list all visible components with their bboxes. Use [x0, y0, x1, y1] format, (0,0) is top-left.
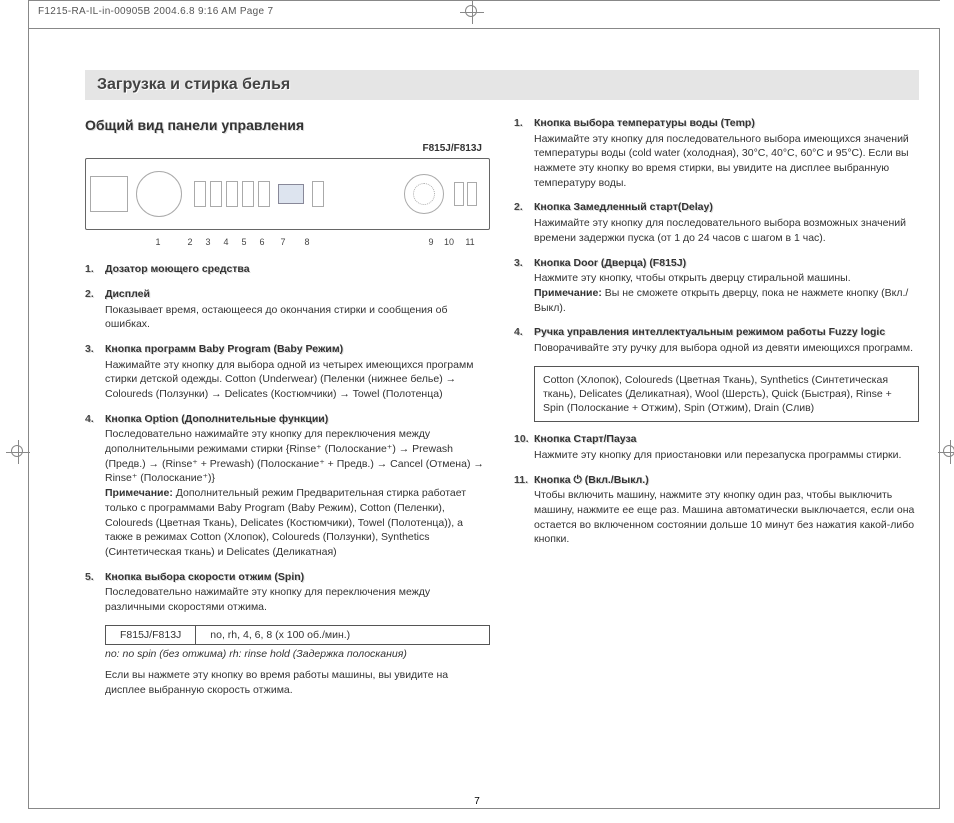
- item-2: Дисплей Показывает время, остающееся до …: [85, 287, 490, 332]
- spin-caption: no: no spin (без отжима) rh: rinse hold …: [105, 647, 490, 662]
- control-panel-diagram: [85, 158, 490, 230]
- items-right: Кнопка выбора температуры воды (Temp) На…: [514, 116, 919, 356]
- item-7: Кнопка Замедленный старт(Delay) Нажимайт…: [514, 200, 919, 245]
- reg-mark-top: [460, 0, 484, 24]
- spin-extra: Если вы нажмете эту кнопку во время рабо…: [105, 668, 490, 697]
- right-column: Кнопка выбора температуры воды (Temp) На…: [514, 116, 919, 697]
- model-label: F815J/F813J: [85, 142, 490, 156]
- reg-mark-left: [6, 440, 30, 464]
- section-heading: Общий вид панели управления: [85, 116, 490, 136]
- item-1: Дозатор моющего средства: [85, 262, 490, 277]
- items-right-2: Кнопка Старт/Пауза Нажмите эту кнопку дл…: [514, 432, 919, 547]
- item-3: Кнопка программ Baby Program (Baby Режим…: [85, 342, 490, 402]
- page-banner: Загрузка и стирка белья: [85, 70, 919, 100]
- page-number: 7: [474, 796, 480, 807]
- item-5: Кнопка выбора скорости отжим (Spin) Посл…: [85, 570, 490, 615]
- left-column: Общий вид панели управления F815J/F813J …: [85, 116, 490, 697]
- page-content: Загрузка и стирка белья Общий вид панели…: [85, 70, 919, 783]
- reg-mark-right: [938, 440, 954, 464]
- items-left: Дозатор моющего средства Дисплей Показыв…: [85, 262, 490, 614]
- item-10: Кнопка Старт/Пауза Нажмите эту кнопку дл…: [514, 432, 919, 462]
- item-6: Кнопка выбора температуры воды (Temp) На…: [514, 116, 919, 190]
- item-11: Кнопка ⏻ (Вкл./Выкл.) Чтобы включить маш…: [514, 473, 919, 547]
- diagram-callouts: 1 2 3 4 5 6 7 8 9 10 11: [85, 236, 490, 249]
- programs-box: Cotton (Хлопок), Coloureds (Цветная Ткан…: [534, 366, 919, 423]
- print-header: F1215-RA-IL-in-00905B 2004.6.8 9:16 AM P…: [38, 6, 273, 17]
- item-9: Ручка управления интеллектуальным режимо…: [514, 325, 919, 355]
- item-8: Кнопка Door (Дверца) (F815J) Нажмите эту…: [514, 256, 919, 316]
- item-4: Кнопка Option (Дополнительные функции) П…: [85, 412, 490, 560]
- spin-table: F815J/F813J no, rh, 4, 6, 8 (x 100 об./м…: [105, 625, 490, 646]
